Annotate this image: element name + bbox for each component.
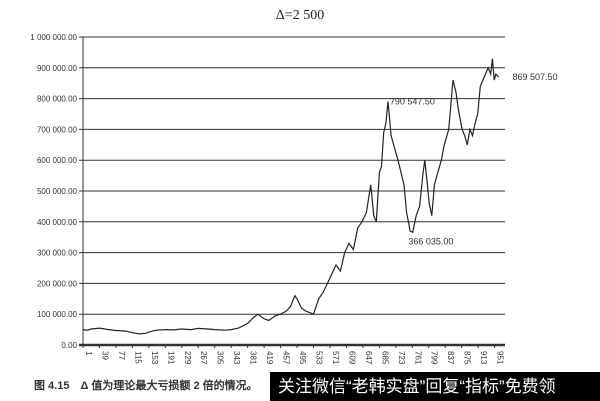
x-tick-label: 761 xyxy=(413,351,422,365)
x-tick-label: 685 xyxy=(380,351,389,365)
y-tick-label: 300 000.00 xyxy=(37,249,78,258)
x-tick-label: 1 xyxy=(84,351,93,356)
annotation-label: 790 547.50 xyxy=(390,97,435,107)
x-tick-label: 951 xyxy=(496,351,505,365)
x-tick-label: 799 xyxy=(430,351,439,365)
series-line xyxy=(82,58,499,335)
x-tick-label: 875 xyxy=(463,351,472,365)
x-tick-label: 153 xyxy=(150,351,159,365)
y-tick-label: 0.00 xyxy=(61,341,77,350)
y-tick-label: 800 000.00 xyxy=(37,95,78,104)
x-tick-label: 913 xyxy=(479,351,488,365)
x-tick-label: 457 xyxy=(282,351,291,365)
x-tick-label: 191 xyxy=(166,351,175,365)
x-tick-label: 343 xyxy=(232,351,241,365)
x-tick-label: 837 xyxy=(446,351,455,365)
y-tick-label: 1 000 000.00 xyxy=(30,33,77,42)
annotation-label: 869 507.50 xyxy=(513,72,558,82)
x-tick-label: 495 xyxy=(298,351,307,365)
watermark-banner: 关注微信“老韩实盘”回复“指标”免费领 xyxy=(270,372,600,401)
annotation-label: 366 035.00 xyxy=(408,236,453,246)
x-tick-label: 229 xyxy=(183,351,192,365)
y-tick-label: 700 000.00 xyxy=(37,125,78,134)
x-tick-label: 609 xyxy=(347,351,356,365)
x-tick-label: 115 xyxy=(133,351,142,364)
chart-title: Δ=2 500 xyxy=(275,8,325,23)
y-tick-label: 400 000.00 xyxy=(37,218,78,227)
x-tick-label: 305 xyxy=(216,351,225,365)
y-tick-label: 900 000.00 xyxy=(37,64,78,73)
x-tick-label: 381 xyxy=(249,351,258,365)
y-tick-label: 100 000.00 xyxy=(37,310,78,319)
x-tick-label: 39 xyxy=(100,351,109,360)
x-tick-label: 723 xyxy=(397,351,406,365)
y-tick-label: 600 000.00 xyxy=(37,156,78,165)
x-tick-label: 533 xyxy=(314,351,323,365)
y-tick-label: 200 000.00 xyxy=(37,279,78,288)
x-tick-label: 267 xyxy=(199,351,208,365)
y-tick-label: 500 000.00 xyxy=(37,187,78,196)
x-tick-label: 571 xyxy=(331,351,340,365)
x-tick-label: 77 xyxy=(117,351,126,360)
x-tick-label: 647 xyxy=(364,351,373,365)
x-tick-label: 419 xyxy=(265,351,274,365)
figure-caption: 图 4.15 Δ 值为理论最大亏损额 2 倍的情况。 xyxy=(34,380,258,392)
